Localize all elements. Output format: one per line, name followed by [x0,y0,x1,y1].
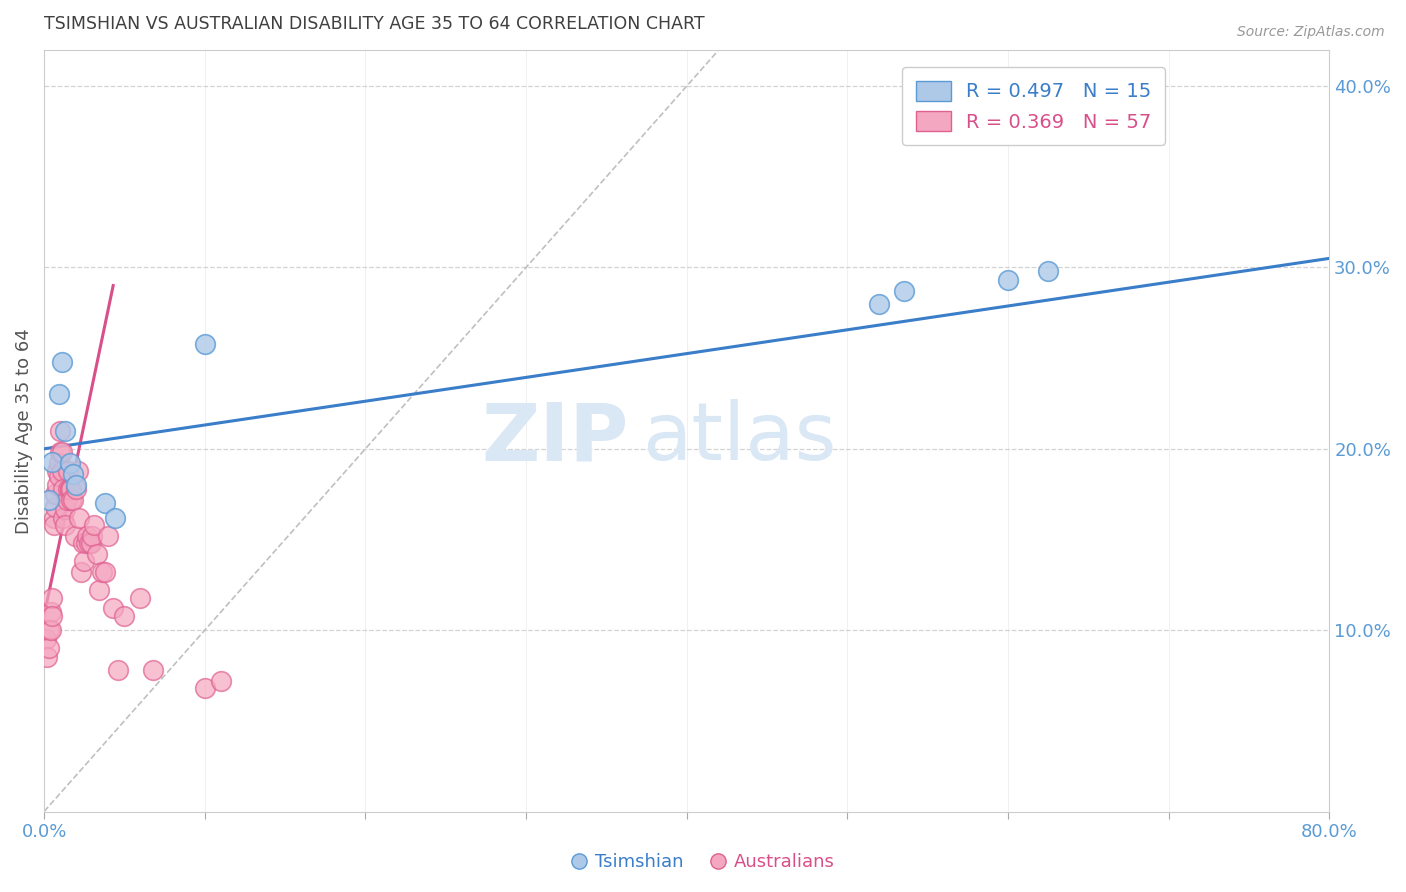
Point [194,336,217,351]
Point [82,529,104,543]
Point [87,583,110,598]
Point [41,591,63,605]
Point [39,623,62,637]
Point [53,518,76,533]
Point [48,456,70,470]
Point [869,297,891,311]
Point [59,482,82,496]
Point [91,565,114,579]
Point [103,601,125,615]
Point [62,492,84,507]
Point [58,482,80,496]
Point [194,681,217,696]
Point [129,591,152,605]
Point [46,464,69,478]
Point [66,464,89,478]
Point [52,510,75,524]
Point [38,623,60,637]
Point [42,510,65,524]
Legend: R = 0.497   N = 15, R = 0.369   N = 57: R = 0.497 N = 15, R = 0.369 N = 57 [903,67,1166,145]
Point [53,424,76,438]
Point [76,529,98,543]
Point [142,663,165,677]
Point [44,500,66,514]
Point [35,632,58,647]
Point [59,482,82,496]
Point [38,641,60,656]
Point [80,536,103,550]
Point [53,501,76,516]
Point [209,673,232,688]
Text: ZIP: ZIP [482,400,628,477]
Point [114,608,136,623]
Point [51,464,73,478]
Point [69,510,91,524]
Point [893,284,915,298]
Point [58,464,80,478]
Legend: Tsimshian, Australians: Tsimshian, Australians [564,847,842,879]
Point [48,387,70,401]
Y-axis label: Disability Age 35 to 64: Disability Age 35 to 64 [15,327,32,533]
Point [41,454,63,468]
Point [37,650,59,665]
Point [48,469,70,483]
Point [77,536,100,550]
Point [94,496,117,510]
Point [46,478,69,492]
Point [72,536,94,550]
Point [41,608,63,623]
Point [94,565,117,579]
Text: TSIMSHIAN VS AUSTRALIAN DISABILITY AGE 35 TO 64 CORRELATION CHART: TSIMSHIAN VS AUSTRALIAN DISABILITY AGE 3… [44,15,704,33]
Point [73,554,96,568]
Point [1036,264,1059,278]
Point [62,467,84,482]
Point [63,529,86,543]
Point [51,355,73,369]
Point [49,424,72,438]
Point [59,456,82,470]
Point [83,518,105,533]
Point [97,529,120,543]
Point [38,492,60,507]
Point [60,482,83,496]
Point [86,547,108,561]
Point [75,536,97,550]
Point [44,487,66,501]
Point [52,482,75,496]
Point [104,510,127,524]
Text: Source: ZipAtlas.com: Source: ZipAtlas.com [1237,25,1385,39]
Point [39,605,62,619]
Point [997,273,1019,287]
Point [65,478,87,492]
Point [107,663,129,677]
Point [65,482,87,496]
Point [42,518,65,533]
Point [60,492,83,507]
Point [51,445,73,459]
Point [49,445,72,459]
Point [70,565,93,579]
Point [55,492,77,507]
Text: atlas: atlas [641,400,837,477]
